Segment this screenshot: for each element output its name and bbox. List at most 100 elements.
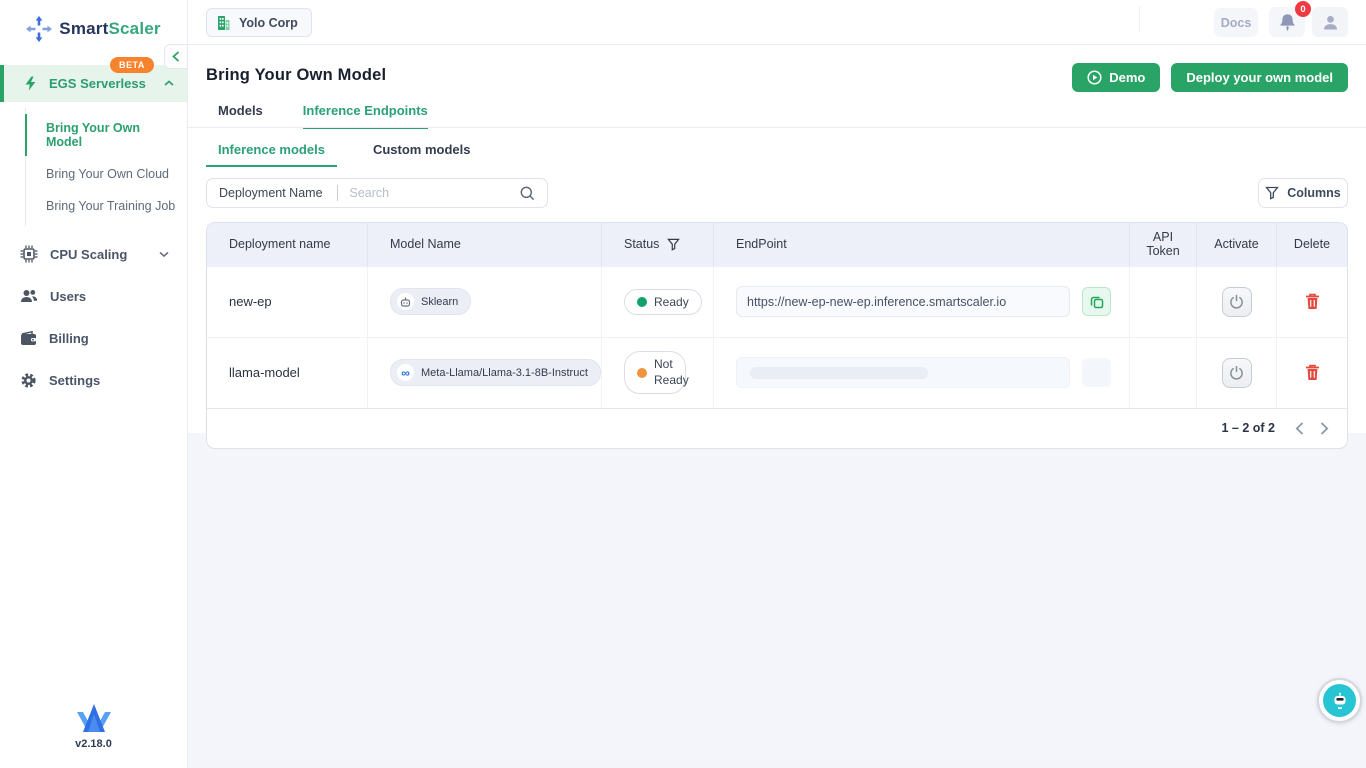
sklearn-robot-icon xyxy=(397,293,414,311)
chevron-down-icon xyxy=(159,251,169,257)
delete-button[interactable] xyxy=(1305,293,1320,310)
model-chip: ∞ Meta-Llama/Llama-3.1-8B-Instruct xyxy=(390,359,601,387)
sidebar-item-label: Settings xyxy=(49,372,101,388)
status-filter-icon[interactable] xyxy=(667,238,681,251)
cell-status: Not Ready xyxy=(602,337,714,408)
crown-logo-icon xyxy=(76,704,111,732)
cell-activate xyxy=(1197,337,1277,408)
chat-widget-button[interactable] xyxy=(1317,678,1362,723)
subtab-inference-models[interactable]: Inference models xyxy=(206,142,337,167)
cpu-icon xyxy=(20,245,38,263)
topbar: Yolo Corp Docs 0 xyxy=(188,0,1366,45)
lightning-bolt-icon xyxy=(25,76,36,91)
meta-llama-icon: ∞ xyxy=(397,364,414,382)
cell-model-name: Sklearn xyxy=(368,266,602,337)
status-badge: Ready xyxy=(624,288,702,315)
model-chip-label: Meta-Llama/Llama-3.1-8B-Instruct xyxy=(421,366,588,379)
sidebar-item-users[interactable]: Users xyxy=(0,282,187,310)
cell-status: Ready xyxy=(602,266,714,337)
column-header-delete[interactable]: Delete xyxy=(1293,237,1331,252)
subtab-custom-models[interactable]: Custom models xyxy=(372,142,471,157)
sidebar-collapse-button[interactable] xyxy=(164,44,188,69)
org-switcher-button[interactable]: Yolo Corp xyxy=(206,8,312,37)
column-header-deployment-name[interactable]: Deployment name xyxy=(207,223,368,266)
chevron-left-icon xyxy=(172,51,180,62)
copy-button-placeholder xyxy=(1082,358,1111,388)
status-label: Not Ready xyxy=(654,357,689,387)
bell-icon xyxy=(1279,14,1295,31)
column-header-endpoint[interactable]: EndPoint xyxy=(714,223,1130,266)
endpoints-table: Deployment name Model Name Status EndPoi… xyxy=(206,222,1348,449)
columns-button-label: Columns xyxy=(1287,186,1341,200)
skeleton-bar xyxy=(750,366,928,379)
sidebar-item-cpu-scaling[interactable]: CPU Scaling xyxy=(0,240,187,268)
tab-models[interactable]: Models xyxy=(218,103,263,118)
model-chip-label: Sklearn xyxy=(421,295,459,308)
pagination-prev-button[interactable] xyxy=(1295,422,1304,435)
sidebar-item-label: Billing xyxy=(49,330,89,346)
deploy-button-label: Deploy your own model xyxy=(1186,70,1333,85)
cell-deployment-name: llama-model xyxy=(207,337,368,408)
sidebar-item-label: EGS Serverless xyxy=(49,76,146,91)
search-icon xyxy=(520,186,535,200)
search-field-label: Deployment Name xyxy=(219,186,323,200)
demo-button[interactable]: Demo xyxy=(1072,63,1161,92)
cell-delete xyxy=(1277,267,1347,337)
cell-endpoint: https://new-ep-new-ep.inference.smartsca… xyxy=(714,266,1130,337)
chevron-right-icon xyxy=(1320,422,1329,435)
search-input[interactable] xyxy=(349,186,520,200)
pagination-next-button[interactable] xyxy=(1320,422,1329,435)
table-footer: 1 – 2 of 2 xyxy=(207,407,1347,448)
status-badge: Not Ready xyxy=(624,351,689,395)
beta-badge: BETA xyxy=(110,57,154,73)
sidebar-item-billing[interactable]: Billing xyxy=(0,324,187,352)
sidebar-item-settings[interactable]: Settings xyxy=(0,366,187,394)
header-actions: Demo Deploy your own model xyxy=(1072,63,1348,92)
column-header-activate[interactable]: Activate xyxy=(1197,223,1277,266)
model-chip: Sklearn xyxy=(390,288,472,316)
status-header-label: Status xyxy=(624,237,660,252)
activate-button[interactable] xyxy=(1221,357,1252,388)
docs-button[interactable]: Docs xyxy=(1214,8,1258,37)
table-row: llama-model ∞ Meta-Llama/Llama-3.1-8B-In… xyxy=(207,336,1347,408)
power-icon xyxy=(1230,295,1243,309)
sidebar-item-bring-your-own-model[interactable]: Bring Your Own Model xyxy=(0,112,187,158)
search-separator xyxy=(336,185,338,201)
activate-button[interactable] xyxy=(1221,286,1252,317)
brand-name: SmartScaler xyxy=(59,18,161,38)
sidebar-item-label: CPU Scaling xyxy=(50,246,128,262)
columns-button[interactable]: Columns xyxy=(1258,178,1348,208)
trash-icon xyxy=(1305,365,1319,381)
notification-count-badge: 0 xyxy=(1295,1,1311,17)
trash-icon xyxy=(1305,294,1319,310)
column-header-status[interactable]: Status xyxy=(602,223,714,266)
user-menu-button[interactable] xyxy=(1312,7,1348,37)
brand-logo[interactable]: SmartScaler xyxy=(0,0,187,44)
pagination-range: 1 – 2 of 2 xyxy=(1221,421,1276,436)
sidebar-item-label: Users xyxy=(50,288,87,304)
tab-inference-endpoints[interactable]: Inference Endpoints xyxy=(302,103,428,129)
notifications-button[interactable]: 0 xyxy=(1269,1,1311,37)
chevron-left-icon xyxy=(1295,422,1304,435)
org-name: Yolo Corp xyxy=(239,15,298,30)
cell-model-name: ∞ Meta-Llama/Llama-3.1-8B-Instruct xyxy=(368,337,602,408)
deploy-model-button[interactable]: Deploy your own model xyxy=(1171,63,1348,92)
cell-api-token xyxy=(1130,337,1197,408)
copy-endpoint-button[interactable] xyxy=(1082,287,1111,317)
status-dot-not-ready xyxy=(637,367,647,378)
delete-button[interactable] xyxy=(1305,364,1320,381)
cell-activate xyxy=(1197,266,1277,337)
endpoint-url-field[interactable]: https://new-ep-new-ep.inference.smartsca… xyxy=(736,286,1070,318)
cell-api-token xyxy=(1130,266,1197,337)
demo-button-label: Demo xyxy=(1109,70,1146,85)
sidebar-footer: v2.18.0 xyxy=(0,704,187,750)
column-header-model-name[interactable]: Model Name xyxy=(368,223,602,266)
endpoint-loading-skeleton xyxy=(736,357,1070,389)
subnav-guide-line xyxy=(25,108,26,226)
sidebar-item-bring-your-own-cloud[interactable]: Bring Your Own Cloud xyxy=(46,167,169,181)
tabs-divider xyxy=(188,127,1366,128)
column-header-api-token[interactable]: API Token xyxy=(1130,223,1197,266)
sidebar-item-egs-serverless[interactable]: BETA EGS Serverless xyxy=(0,57,187,102)
sidebar-item-bring-your-training-job[interactable]: Bring Your Training Job xyxy=(46,199,176,213)
